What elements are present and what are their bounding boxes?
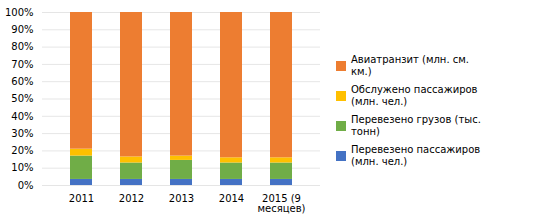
html-text:Перевезено пассажиров (млн. че: Перевезено пассажиров (млн. чел.) [351,144,481,167]
svg-text:70%: 70% [11,59,33,70]
svg-text:30%: 30% [11,128,33,139]
svg-text:2012: 2012 [119,193,144,204]
svg-text:20%: 20% [11,145,33,156]
svg-text:2015 (9месяцев): 2015 (9месяцев) [258,193,306,214]
svg-text:2013: 2013 [169,193,194,204]
svg-text:10%: 10% [11,162,33,173]
html-text:Перевезено грузов (тыс. тонн): Перевезено грузов (тыс. тонн) [351,114,481,137]
svg-text:40%: 40% [11,111,33,122]
svg-text:2014: 2014 [219,193,244,204]
html-text:Обслужено пассажиров (млн. чел: Обслужено пассажиров (млн. чел.) [351,84,478,107]
svg-text:0%: 0% [18,180,34,191]
svg-text:100%: 100% [5,7,34,18]
svg-text:50%: 50% [11,93,33,104]
svg-text:90%: 90% [11,24,33,35]
svg-text:2011: 2011 [69,193,94,204]
svg-text:60%: 60% [11,76,33,87]
svg-text:80%: 80% [11,41,33,52]
html-text:Авиатранзит (млн. см. км.): Авиатранзит (млн. см. км.) [351,54,469,77]
